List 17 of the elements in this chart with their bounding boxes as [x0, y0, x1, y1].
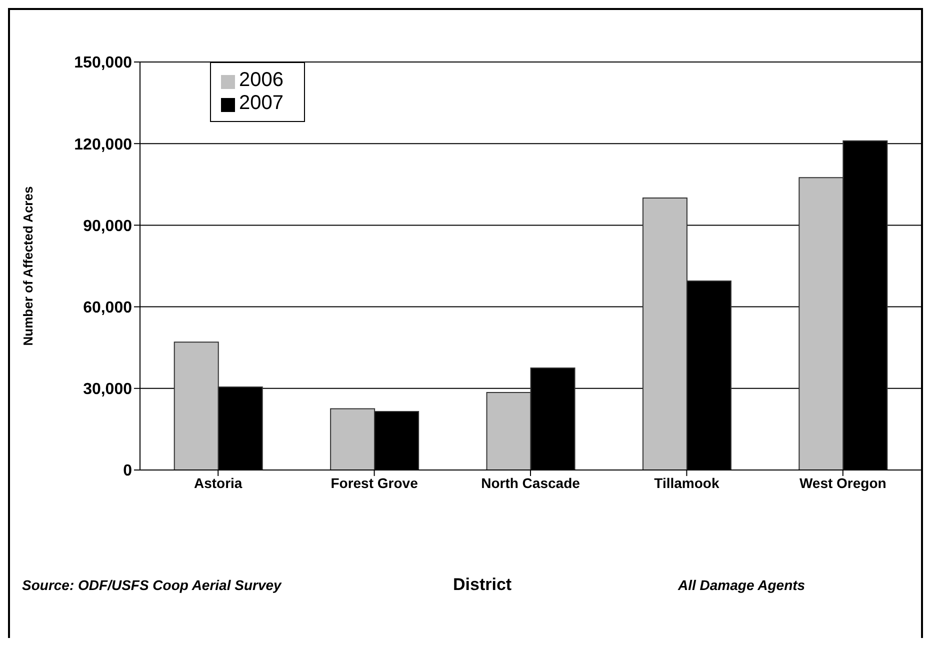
x-tick-label: Tillamook: [654, 474, 720, 491]
x-tick-label: West Oregon: [799, 474, 886, 491]
y-tick-label: 150,000: [74, 54, 132, 72]
text: All Damage Agents: [678, 577, 806, 593]
y-tick-label: 120,000: [74, 136, 132, 154]
y-tick-label: 0: [123, 462, 132, 480]
y-tick-label: 90,000: [83, 218, 132, 235]
y-tick-label: 60,000: [83, 299, 132, 316]
source-note: Source: ODF/USFS Coop Aerial Survey: [22, 577, 282, 593]
y-axis-title: Number of Affected Acres: [20, 186, 36, 346]
x-axis-title: District: [453, 575, 512, 595]
legend-label: 2006: [239, 69, 284, 91]
legend-label: 2007: [239, 92, 284, 114]
y-tick-label: 30,000: [83, 381, 132, 398]
x-tick-label: Astoria: [194, 474, 242, 491]
x-tick-label: Forest Grove: [330, 474, 418, 491]
x-tick-label: North Cascade: [481, 474, 580, 491]
